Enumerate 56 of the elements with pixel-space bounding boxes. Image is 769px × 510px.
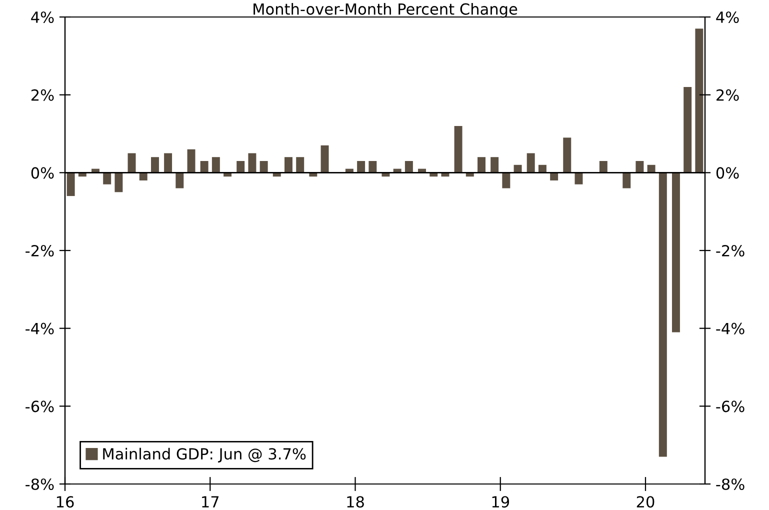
bar [236, 160, 245, 173]
bar [454, 126, 462, 173]
y-tick-label: 2% [31, 89, 54, 101]
bar [538, 164, 546, 173]
y-tick-label: -8% [26, 478, 54, 490]
bar [320, 145, 329, 173]
bar [622, 172, 631, 188]
bar [212, 157, 220, 173]
bar [260, 160, 268, 173]
bar [490, 157, 499, 173]
bar [672, 172, 680, 332]
bar [103, 172, 112, 184]
bar [502, 172, 510, 188]
y2-tick-label: -2% [716, 244, 744, 257]
y2-tick-label: 0% [716, 167, 739, 179]
bar [368, 160, 377, 173]
bar [514, 164, 522, 173]
y2-tick-label: -4% [716, 322, 744, 334]
y-tick-label: 0% [31, 167, 54, 179]
bar [114, 172, 123, 192]
bar [599, 160, 608, 173]
bar [176, 172, 184, 188]
y-tick-label: -4% [26, 322, 54, 334]
y2-tick-label: 2% [716, 89, 739, 101]
bar [296, 157, 304, 173]
x-tick-label: 19 [492, 496, 510, 508]
bar [164, 153, 172, 173]
y-tick-label: -6% [26, 400, 54, 412]
bar [684, 87, 692, 173]
bar [248, 153, 256, 173]
bar [563, 138, 572, 173]
bar [284, 157, 292, 173]
y2-tick-label: -6% [716, 400, 744, 412]
bar [357, 160, 366, 173]
x-tick-label: 17 [202, 496, 219, 508]
bar [478, 157, 486, 173]
bar [695, 28, 704, 173]
bar [200, 160, 208, 173]
y-tick-label: 4% [31, 11, 54, 24]
y-tick-label: -2% [26, 244, 54, 257]
bar [636, 160, 644, 173]
bar [187, 149, 196, 173]
bar [66, 172, 75, 196]
bar [128, 153, 136, 173]
x-tick-label: 18 [347, 496, 364, 508]
x-tick-label: 16 [56, 496, 74, 508]
chart-title: Month-over-Month Percent Change [254, 3, 518, 18]
y2-tick-label: -8% [716, 478, 744, 490]
legend-label: Mainland GDP: Jun @ 3.7% [103, 448, 306, 462]
bar [526, 153, 535, 173]
bar [647, 164, 656, 173]
bar [404, 160, 413, 173]
y2-tick-label: 4% [716, 11, 739, 24]
x-tick-label: 20 [636, 496, 654, 508]
bar [658, 172, 667, 457]
bar [150, 157, 159, 173]
